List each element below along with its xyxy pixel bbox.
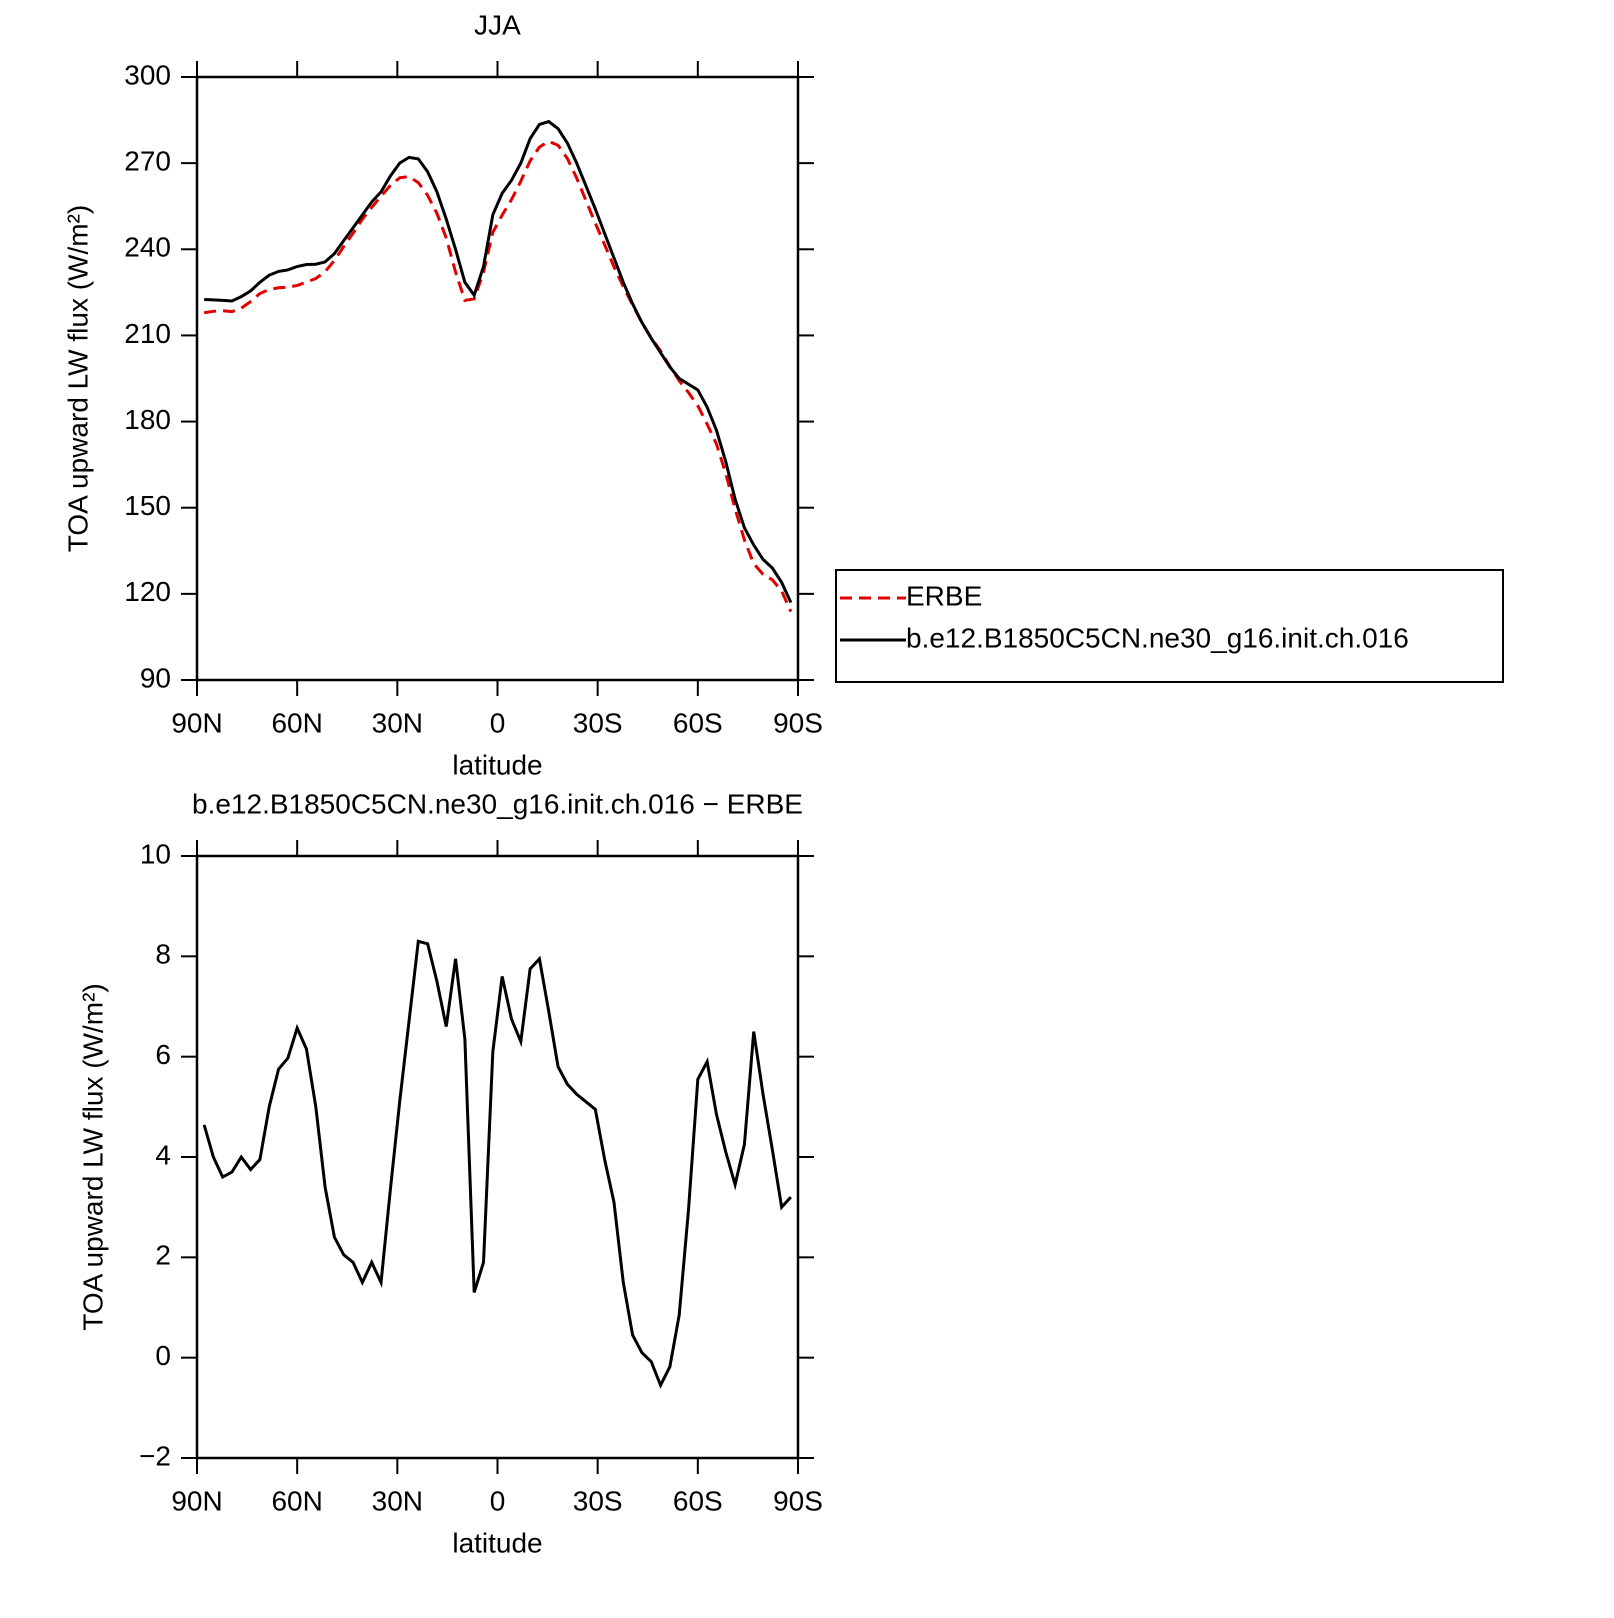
x-tick-label: 60S [673,1485,723,1516]
x-tick-label: 0 [490,1485,506,1516]
legend-label: ERBE [906,580,982,611]
y-tick-label: 240 [124,232,171,263]
y-tick-label: −2 [139,1440,171,1471]
y-axis-label: TOA upward LW flux (W/m²) [62,205,93,552]
y-tick-label: 300 [124,59,171,90]
chart-title: JJA [474,9,521,40]
data-line [204,119,793,604]
plot-frame [195,75,800,682]
x-tick-label: 30N [372,707,423,738]
y-tick-label: 2 [155,1240,171,1271]
legend-label: b.e12.B1850C5CN.ne30_g16.init.ch.016 [906,622,1409,653]
y-tick-label: 4 [155,1139,171,1170]
y-tick-label: 150 [124,490,171,521]
x-tick-label: 30N [372,1485,423,1516]
x-tick-label: 90N [171,1485,222,1516]
x-tick-label: 90S [773,1485,823,1516]
x-tick-label: 30S [573,1485,623,1516]
x-tick-label: 60S [673,707,723,738]
y-tick-label: 6 [155,1039,171,1070]
x-tick-label: 30S [573,707,623,738]
y-tick-label: 10 [140,838,171,869]
y-tick-label: 210 [124,318,171,349]
x-axis-label: latitude [452,749,542,780]
y-tick-label: 120 [124,576,171,607]
chart-title: b.e12.B1850C5CN.ne30_g16.init.ch.016 − E… [192,788,803,819]
x-axis-label: latitude [452,1527,542,1558]
data-line [203,139,793,613]
y-tick-label: 8 [155,939,171,970]
x-tick-label: 90N [171,707,222,738]
x-tick-label: 60N [271,1485,322,1516]
y-tick-label: 270 [124,146,171,177]
plot-frame [195,854,800,1460]
y-tick-label: 180 [124,404,171,435]
x-tick-label: 60N [271,707,322,738]
y-tick-label: 90 [140,662,171,693]
legend-box [835,569,1504,683]
y-tick-label: 0 [155,1340,171,1371]
y-axis-label: TOA upward LW flux (W/m²) [77,983,108,1330]
x-tick-label: 0 [490,707,506,738]
x-tick-label: 90S [773,707,823,738]
data-line [202,939,792,1389]
